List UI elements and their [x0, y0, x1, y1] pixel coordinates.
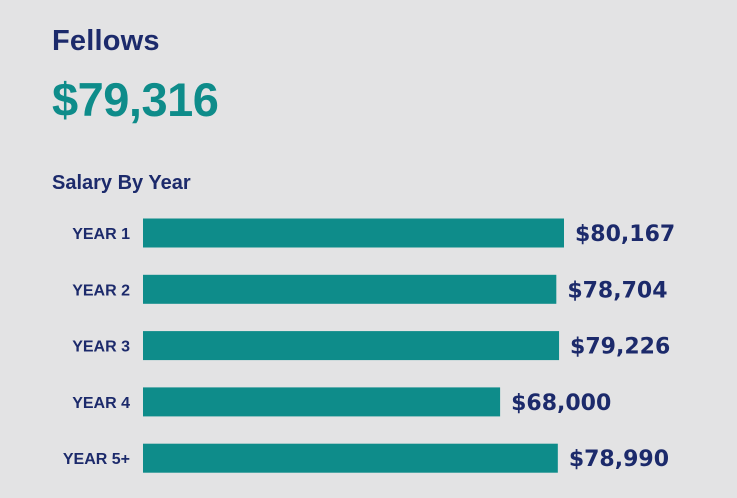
bar-year-3 [143, 331, 560, 361]
page-title: Fellows [52, 25, 160, 57]
category-label-year-2: YEAR 2 [72, 282, 130, 299]
category-label-year-3: YEAR 3 [72, 339, 130, 356]
value-label-year-5: $78,990 [569, 447, 669, 472]
chart-title: Salary By Year [52, 172, 191, 194]
bar-year-2 [143, 274, 557, 304]
value-label-year-1: $80,167 [575, 222, 675, 247]
value-label-year-2: $78,704 [567, 278, 667, 303]
category-label-year-1: YEAR 1 [72, 226, 130, 243]
value-label-year-4: $68,000 [511, 391, 611, 416]
headline-value: $79,316 [52, 73, 219, 126]
category-label-year-5: YEAR 5+ [63, 451, 130, 468]
bar-year-5 [143, 443, 558, 473]
value-label-year-3: $79,226 [570, 335, 670, 360]
category-label-year-4: YEAR 4 [72, 395, 130, 412]
bar-year-1 [143, 218, 564, 248]
bar-year-4 [143, 387, 501, 417]
